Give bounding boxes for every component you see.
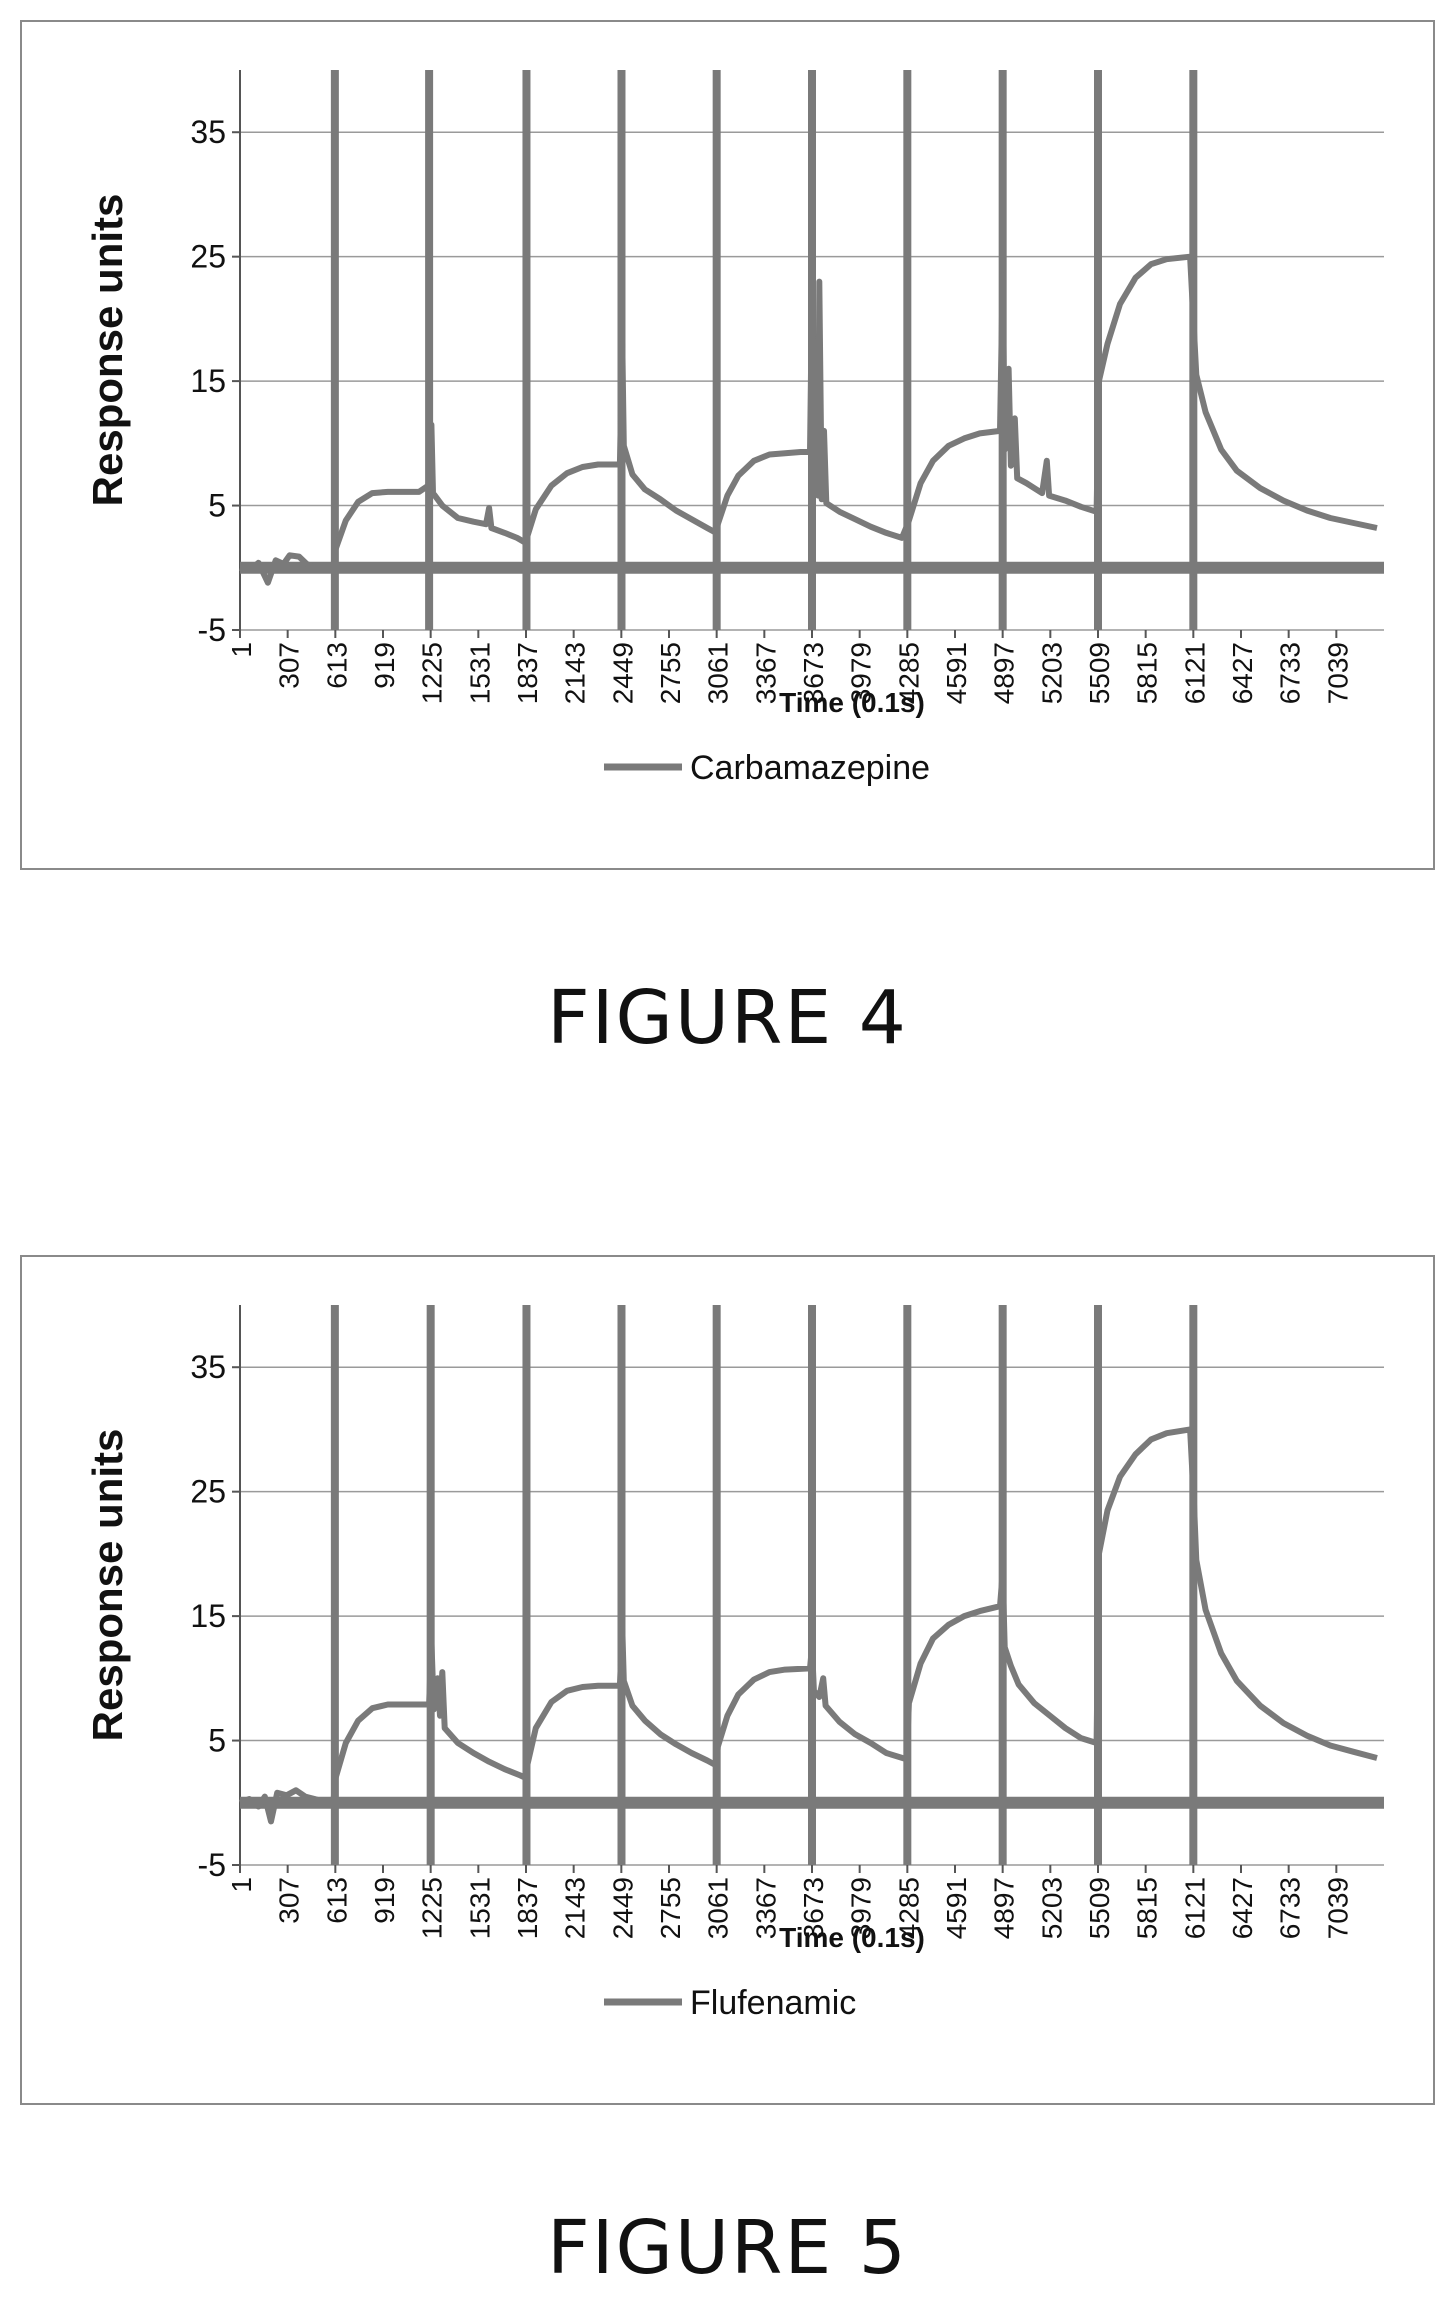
x-tick-label: 3979 xyxy=(846,1877,877,1939)
x-tick-label: 1225 xyxy=(417,642,448,704)
y-tick-label: 25 xyxy=(190,1474,226,1510)
x-tick-label: 4591 xyxy=(941,642,972,704)
x-tick-label: 4897 xyxy=(989,642,1020,704)
x-axis-title: Time (0.1s) xyxy=(779,1922,925,1953)
x-tick-label: 919 xyxy=(369,1877,400,1924)
x-tick-label: 613 xyxy=(321,1877,352,1924)
x-tick-label: 3673 xyxy=(798,1877,829,1939)
y-axis-title: Response units xyxy=(84,194,131,507)
x-tick-label: 6733 xyxy=(1275,642,1306,704)
x-tick-label: 1225 xyxy=(417,1877,448,1939)
x-tick-label: 1 xyxy=(226,642,257,658)
x-tick-label: 6427 xyxy=(1227,1877,1258,1939)
x-tick-label: 307 xyxy=(274,1877,305,1924)
x-tick-label: 3061 xyxy=(703,1877,734,1939)
series-line-carbamazepine xyxy=(239,253,1378,586)
x-tick-label: 7039 xyxy=(1322,642,1353,704)
x-tick-label: 613 xyxy=(321,642,352,689)
y-tick-label: 25 xyxy=(190,239,226,275)
y-tick-label: 15 xyxy=(190,1598,226,1634)
x-tick-label: 6427 xyxy=(1227,642,1258,704)
x-tick-label: 1 xyxy=(226,1877,257,1893)
x-tick-label: 1837 xyxy=(512,642,543,704)
y-tick-label: -5 xyxy=(198,1847,226,1883)
x-tick-label: 4591 xyxy=(941,1877,972,1939)
y-tick-label: -5 xyxy=(198,612,226,648)
figure-4-caption: FIGURE 4 xyxy=(547,975,908,1061)
x-tick-label: 3367 xyxy=(750,1877,781,1939)
x-tick-label: 307 xyxy=(274,642,305,689)
x-tick-label: 3673 xyxy=(798,642,829,704)
x-tick-label: 919 xyxy=(369,642,400,689)
chart-figure-5: -5 5 15 25 35 1 307 613 919 1225 1531 1837 2143 2449 2… xyxy=(84,1305,1384,2022)
x-tick-label: 1837 xyxy=(512,1877,543,1939)
y-tick-label: 5 xyxy=(208,488,226,524)
x-axis-title: Time (0.1s) xyxy=(779,687,925,718)
x-tick-label: 3979 xyxy=(846,642,877,704)
x-tick-label: 5815 xyxy=(1132,642,1163,704)
y-tick-label: 35 xyxy=(190,1349,226,1385)
x-tick-label: 6121 xyxy=(1179,642,1210,704)
x-tick-label: 3367 xyxy=(750,642,781,704)
x-tick-label: 2449 xyxy=(607,1877,638,1939)
x-tick-label: 2755 xyxy=(655,1877,686,1939)
y-axis-title: Response units xyxy=(84,1429,131,1742)
chart-frame-figure-5: -5 5 15 25 35 1 307 613 919 1225 1531 1837 2143 2449 2… xyxy=(20,1255,1435,2105)
series-line-flufenamic xyxy=(238,1426,1378,1825)
x-tick-label: 6121 xyxy=(1179,1877,1210,1939)
x-tick-label: 5509 xyxy=(1084,1877,1115,1939)
x-tick-label: 2449 xyxy=(607,642,638,704)
x-tick-label: 2755 xyxy=(655,642,686,704)
y-tick-label: 35 xyxy=(190,114,226,150)
x-tick-label: 4897 xyxy=(989,1877,1020,1939)
x-tick-label: 4285 xyxy=(893,1877,924,1939)
figure-5-caption: FIGURE 5 xyxy=(547,2205,908,2291)
x-tick-label: 2143 xyxy=(560,642,591,704)
x-tick-label: 1531 xyxy=(464,1877,495,1939)
x-tick-label: 2143 xyxy=(560,1877,591,1939)
x-tick-label: 6733 xyxy=(1275,1877,1306,1939)
x-tick-label: 5509 xyxy=(1084,642,1115,704)
chart-figure-4: -5 5 15 25 35 1 307 613 919 1225 1531 1837 2143 2449 2… xyxy=(84,70,1384,787)
x-tick-label: 5203 xyxy=(1036,1877,1067,1939)
x-tick-label: 1531 xyxy=(464,642,495,704)
legend-label: Flufenamic xyxy=(690,1984,856,2022)
x-tick-label: 4285 xyxy=(893,642,924,704)
x-tick-label: 7039 xyxy=(1322,1877,1353,1939)
x-tick-label: 5815 xyxy=(1132,1877,1163,1939)
legend-label: Carbamazepine xyxy=(690,749,930,787)
y-tick-label: 15 xyxy=(190,363,226,399)
x-tick-label: 3061 xyxy=(703,642,734,704)
x-tick-label: 5203 xyxy=(1036,642,1067,704)
y-tick-label: 5 xyxy=(208,1723,226,1759)
chart-frame-figure-4: -5 5 15 25 35 1 307 613 919 1225 1531 1837 2143 2449 2… xyxy=(20,20,1435,870)
